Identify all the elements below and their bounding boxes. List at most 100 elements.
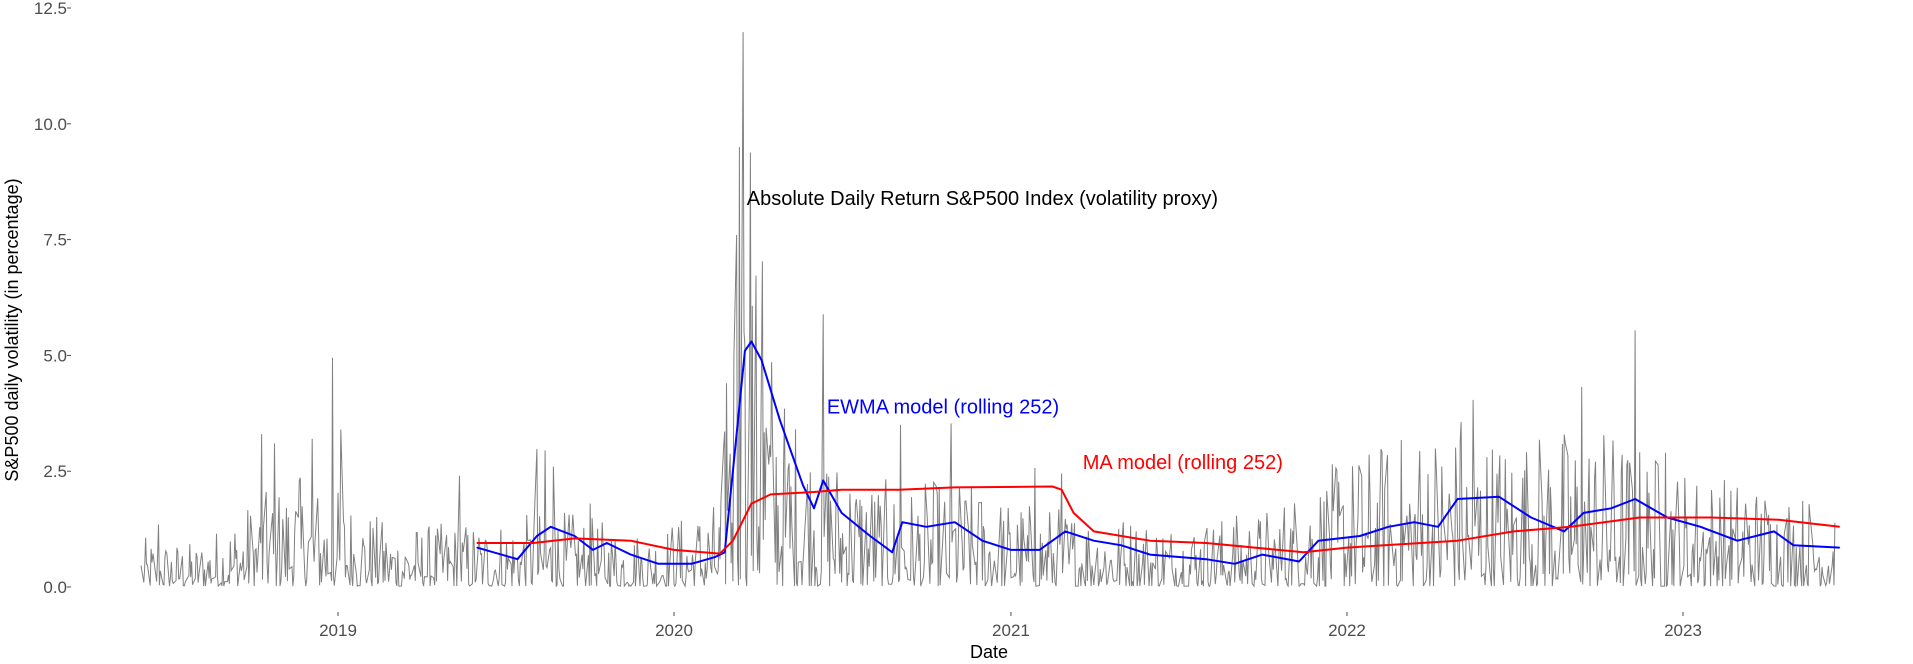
ma-point bbox=[1513, 530, 1515, 533]
ewma-point bbox=[1261, 553, 1263, 556]
ma-point bbox=[750, 503, 752, 505]
ewma-point bbox=[1038, 549, 1041, 551]
ewma-point bbox=[1234, 563, 1236, 565]
annotation-absolute-return: Absolute Daily Return S&P500 Index (vola… bbox=[747, 188, 1218, 210]
ewma-point bbox=[1530, 516, 1532, 519]
y-tick-label: 12.5 bbox=[34, 0, 67, 18]
ma-point bbox=[1710, 516, 1713, 519]
ewma-point bbox=[1359, 535, 1361, 537]
ma-point bbox=[1051, 485, 1053, 488]
ma-point bbox=[532, 542, 534, 544]
x-axis-ticks: 2019 2020 2021 2022 2023 bbox=[319, 612, 1702, 640]
ma-point bbox=[1456, 540, 1459, 542]
ma-point bbox=[1303, 551, 1305, 553]
ewma-point bbox=[1437, 526, 1439, 528]
y-tick-label: 10.0 bbox=[34, 115, 67, 134]
ma-point bbox=[1639, 516, 1641, 519]
ewma-point bbox=[1699, 526, 1702, 528]
ma-point bbox=[673, 549, 675, 551]
ewma-point bbox=[1413, 521, 1415, 523]
ewma-point bbox=[476, 547, 478, 549]
series-absolute-return-line bbox=[140, 32, 1836, 588]
series-ewma-line bbox=[476, 340, 1840, 565]
annotations: Absolute Daily Return S&P500 Index (vola… bbox=[747, 188, 1283, 474]
ewma-point bbox=[690, 563, 693, 565]
ewma-point bbox=[1176, 556, 1179, 558]
ewma-point bbox=[891, 551, 893, 553]
x-tick-label: 2019 bbox=[319, 621, 357, 640]
y-tick-label: 5.0 bbox=[43, 346, 67, 365]
ma-point bbox=[573, 537, 576, 539]
ewma-point bbox=[1456, 498, 1459, 500]
ewma-point bbox=[760, 359, 763, 361]
ewma-point bbox=[840, 512, 843, 514]
ewma-point bbox=[1610, 507, 1612, 509]
ewma-point bbox=[516, 558, 519, 560]
ewma-point bbox=[1498, 496, 1500, 498]
ewma-point bbox=[744, 350, 746, 352]
series-ma-line bbox=[477, 485, 1840, 555]
y-tick-label: 2.5 bbox=[43, 462, 67, 481]
ewma-point bbox=[1317, 540, 1320, 542]
y-axis-title: S&P500 daily volatility (in percentage) bbox=[2, 178, 22, 481]
ma-point bbox=[630, 540, 632, 542]
ewma-point bbox=[1298, 560, 1300, 563]
ewma-point bbox=[869, 535, 871, 537]
y-tick-label: 0.0 bbox=[43, 578, 67, 597]
x-tick-label: 2022 bbox=[1328, 621, 1366, 640]
ma-point bbox=[1778, 519, 1780, 521]
ma-point bbox=[813, 491, 815, 493]
ewma-point bbox=[592, 549, 594, 551]
ewma-point bbox=[1563, 530, 1565, 533]
ma-point bbox=[1093, 530, 1095, 533]
ma-point bbox=[1072, 512, 1075, 514]
ma-point bbox=[732, 540, 734, 542]
ewma-point bbox=[1773, 530, 1775, 533]
ewma-point bbox=[954, 521, 956, 523]
ewma-point bbox=[1120, 544, 1123, 546]
ewma-point bbox=[732, 470, 734, 472]
x-tick-label: 2020 bbox=[655, 621, 693, 640]
ewma-point bbox=[901, 521, 903, 523]
ewma-point bbox=[1205, 558, 1207, 560]
ma-point bbox=[840, 489, 843, 491]
ewma-point bbox=[630, 553, 632, 556]
x-axis-title: Date bbox=[970, 642, 1008, 662]
x-tick-label: 2021 bbox=[992, 621, 1030, 640]
ewma-point bbox=[1792, 544, 1795, 546]
ma-point bbox=[898, 489, 900, 491]
ewma-point bbox=[536, 535, 538, 537]
ewma-point bbox=[1582, 512, 1585, 514]
ma-point bbox=[1838, 526, 1841, 528]
ewma-point bbox=[1010, 549, 1012, 551]
ma-point bbox=[1149, 540, 1151, 542]
ewma-point bbox=[925, 526, 927, 528]
annotation-ewma: EWMA model (rolling 252) bbox=[827, 396, 1059, 418]
ewma-point bbox=[813, 507, 815, 509]
ma-point bbox=[1346, 547, 1348, 549]
ma-point bbox=[1205, 542, 1207, 544]
ewma-point bbox=[1093, 540, 1095, 542]
ewma-point bbox=[981, 540, 984, 542]
ewma-point bbox=[1838, 547, 1841, 549]
ewma-point bbox=[714, 556, 717, 558]
ewma-point bbox=[1064, 530, 1066, 533]
ewma-point bbox=[1634, 498, 1636, 500]
ewma-point bbox=[573, 535, 576, 537]
x-tick-label: 2023 bbox=[1664, 621, 1702, 640]
ewma-point bbox=[779, 419, 781, 421]
ewma-point bbox=[1736, 540, 1738, 542]
y-axis-ticks: 0.0 2.5 5.0 7.5 10.0 12.5 bbox=[34, 0, 71, 597]
ewma-point bbox=[802, 484, 804, 486]
ewma-point bbox=[1387, 526, 1390, 528]
ewma-point bbox=[724, 551, 726, 553]
ewma-point bbox=[1149, 553, 1151, 556]
series-layer bbox=[140, 32, 1841, 588]
ewma-point bbox=[822, 479, 824, 482]
ma-point bbox=[1570, 526, 1572, 528]
ma-point bbox=[1060, 489, 1063, 491]
ma-point bbox=[719, 553, 721, 555]
ma-point bbox=[954, 486, 956, 489]
y-tick-label: 7.5 bbox=[43, 231, 67, 250]
